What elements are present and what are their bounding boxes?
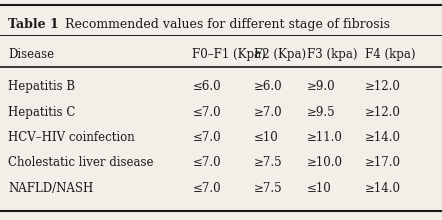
Text: ≥7.0: ≥7.0 <box>254 106 283 119</box>
Text: ≥14.0: ≥14.0 <box>365 182 400 194</box>
Text: ≤7.0: ≤7.0 <box>192 182 221 194</box>
Text: ≥12.0: ≥12.0 <box>365 80 400 93</box>
Text: NAFLD/NASH: NAFLD/NASH <box>8 182 93 194</box>
Text: ≥14.0: ≥14.0 <box>365 131 400 144</box>
Text: ≤7.0: ≤7.0 <box>192 156 221 169</box>
Text: HCV–HIV coinfection: HCV–HIV coinfection <box>8 131 135 144</box>
Text: ≥7.5: ≥7.5 <box>254 182 283 194</box>
Text: ≥17.0: ≥17.0 <box>365 156 400 169</box>
Text: F3 (kpa): F3 (kpa) <box>307 48 358 61</box>
Text: ≤10: ≤10 <box>254 131 279 144</box>
Text: F2 (Kpa): F2 (Kpa) <box>254 48 306 61</box>
Text: ≥6.0: ≥6.0 <box>254 80 283 93</box>
Text: ≥7.5: ≥7.5 <box>254 156 283 169</box>
Text: ≤7.0: ≤7.0 <box>192 131 221 144</box>
Text: ≥9.5: ≥9.5 <box>307 106 336 119</box>
Text: Recommended values for different stage of fibrosis: Recommended values for different stage o… <box>57 18 389 31</box>
Text: ≤6.0: ≤6.0 <box>192 80 221 93</box>
Text: ≥11.0: ≥11.0 <box>307 131 343 144</box>
Text: Cholestatic liver disease: Cholestatic liver disease <box>8 156 153 169</box>
Text: F0–F1 (Kpa): F0–F1 (Kpa) <box>192 48 266 61</box>
Text: Disease: Disease <box>8 48 54 61</box>
Text: F4 (kpa): F4 (kpa) <box>365 48 415 61</box>
Text: Hepatitis C: Hepatitis C <box>8 106 75 119</box>
Text: ≥12.0: ≥12.0 <box>365 106 400 119</box>
Text: ≥9.0: ≥9.0 <box>307 80 336 93</box>
Text: Hepatitis B: Hepatitis B <box>8 80 75 93</box>
Text: ≥10.0: ≥10.0 <box>307 156 343 169</box>
Text: ≤7.0: ≤7.0 <box>192 106 221 119</box>
Text: ≤10: ≤10 <box>307 182 332 194</box>
Text: Table 1: Table 1 <box>8 18 59 31</box>
